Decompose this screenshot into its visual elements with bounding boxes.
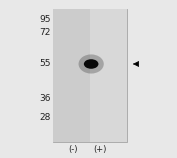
Text: 28: 28	[39, 113, 50, 122]
Bar	[53, 9, 90, 142]
Ellipse shape	[79, 54, 104, 74]
Ellipse shape	[84, 59, 98, 69]
Bar	[90, 9, 127, 142]
Text: (-): (-)	[69, 145, 78, 154]
Text: 36: 36	[39, 94, 50, 103]
Text: 72: 72	[39, 28, 50, 37]
Text: 95: 95	[39, 15, 50, 24]
Text: 55: 55	[39, 60, 50, 68]
Bar	[53, 9, 127, 142]
Text: (+): (+)	[93, 145, 107, 154]
